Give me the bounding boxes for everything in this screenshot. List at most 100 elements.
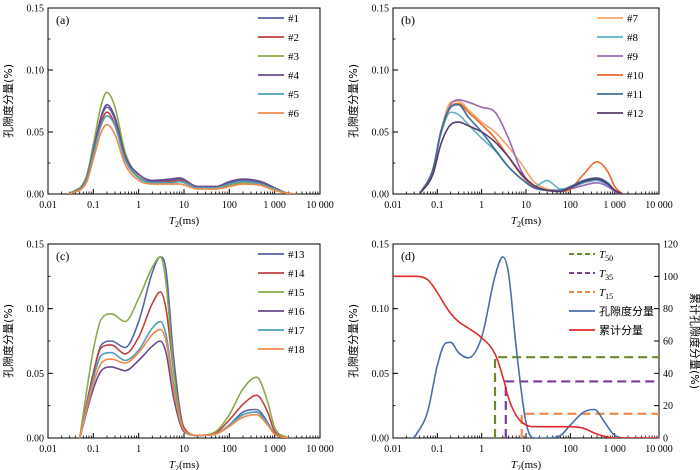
y-axis-label: 孔隙度分量(%)	[346, 304, 360, 378]
y2-tick-label: 60	[663, 337, 673, 348]
y2-tick-label: 0	[663, 434, 668, 445]
x-tick-label: 0.01	[384, 200, 402, 211]
y-tick-label: 0.10	[372, 66, 390, 77]
legend-label: #1	[288, 13, 299, 25]
threshold-line	[504, 380, 659, 438]
x-tick-label: 10 000	[306, 200, 334, 211]
x-tick-label: 10	[521, 200, 531, 211]
panel-label: (c)	[56, 249, 69, 263]
y-tick-label: 0.00	[27, 434, 45, 445]
series-line	[413, 256, 646, 438]
legend-label: #18	[288, 344, 305, 356]
x-tick-label: 0.01	[39, 200, 57, 211]
y2-tick-label: 80	[663, 304, 673, 315]
x-axis-label: T2(ms)	[511, 215, 542, 229]
series-line	[69, 123, 297, 194]
x-tick-label: 0.1	[431, 444, 444, 455]
y-tick-label: 0.10	[27, 66, 45, 77]
y-tick-label: 0.10	[27, 304, 45, 315]
x-tick-label: 10 000	[645, 444, 673, 455]
x-tick-label: 1	[479, 200, 484, 211]
series-line	[78, 340, 289, 438]
series-line	[78, 256, 289, 438]
x-tick-label: 0.1	[87, 444, 100, 455]
series-line	[419, 121, 623, 194]
y-tick-label: 0.05	[27, 369, 45, 380]
legend-label: #10	[627, 70, 644, 82]
x-tick-label: 1	[479, 444, 484, 455]
chart-panel: 0.01 0.1 1 10 100 1 000 10 000 0.00 0.05 0.10 0.15…	[346, 240, 700, 470]
y-tick-label: 0.00	[372, 434, 390, 445]
legend-label: #4	[288, 70, 300, 82]
legend-label: #14	[288, 268, 305, 280]
panel-label: (d)	[401, 249, 415, 263]
series-line	[78, 328, 289, 438]
x-tick-label: 1 000	[263, 444, 286, 455]
x-tick-label: 1 000	[603, 200, 626, 211]
series-line	[78, 320, 289, 438]
legend-label: #7	[627, 13, 639, 25]
legend-label: 孔隙度分量	[599, 304, 654, 318]
y-tick-label: 0.15	[27, 4, 45, 15]
legend-label: T15	[599, 287, 613, 301]
chart-panel: 0.01 0.1 1 10 100 1 000 10 000 0.00 0.05 0.10 0.15…	[1, 240, 334, 470]
x-tick-label: 10 000	[645, 200, 673, 211]
legend-label: #11	[627, 89, 643, 101]
legend-label: #2	[288, 32, 299, 44]
y2-axis-label: 累计孔隙度分量(%)	[688, 293, 700, 389]
x-axis-label: T2(ms)	[169, 215, 200, 229]
plot-frame	[392, 7, 660, 195]
y-tick-label: 0.15	[27, 240, 45, 251]
x-tick-label: 100	[563, 444, 578, 455]
legend-label: #13	[288, 249, 305, 261]
legend-label: #9	[627, 51, 639, 63]
x-tick-label: 0.1	[87, 200, 100, 211]
legend-label: #12	[627, 108, 644, 120]
x-tick-label: 100	[222, 444, 237, 455]
x-tick-label: 10 000	[306, 444, 334, 455]
legend-label: #5	[288, 89, 300, 101]
y-tick-label: 0.05	[27, 128, 45, 139]
threshold-line	[493, 356, 659, 438]
y-tick-label: 0.15	[372, 4, 390, 15]
x-tick-label: 100	[222, 200, 237, 211]
series-line	[69, 103, 297, 194]
x-tick-label: 0.1	[431, 200, 444, 211]
legend-label: #17	[288, 325, 305, 337]
x-tick-label: 10	[521, 444, 531, 455]
legend-label: #6	[288, 108, 300, 120]
y-tick-label: 0.00	[27, 190, 45, 201]
legend-label: #8	[627, 32, 639, 44]
y-axis-label: 孔隙度分量(%)	[1, 304, 15, 378]
legend-label: T50	[599, 249, 613, 263]
y-axis-label: 孔隙度分量(%)	[346, 64, 360, 138]
x-tick-label: 10	[179, 200, 189, 211]
chart-panel: 0.01 0.1 1 10 100 1 000 10 000 0.00 0.05 0.10 0.15…	[1, 4, 334, 230]
panel-label: (b)	[401, 13, 415, 27]
legend-label: T35	[599, 268, 613, 282]
x-tick-label: 10	[179, 444, 189, 455]
series-line	[393, 275, 659, 438]
x-tick-label: 0.01	[384, 444, 402, 455]
chart-panel: 0.01 0.1 1 10 100 1 000 10 000 0.00 0.05 0.10 0.15…	[346, 4, 673, 230]
legend-label: #16	[288, 306, 305, 318]
x-tick-label: 1 000	[263, 200, 286, 211]
legend-label: #15	[288, 287, 305, 299]
y-axis-label: 孔隙度分量(%)	[1, 64, 15, 138]
y2-tick-label: 40	[663, 369, 673, 380]
legend-label: 累计分量	[599, 324, 643, 337]
x-tick-label: 1	[136, 444, 141, 455]
series-line	[418, 103, 623, 194]
x-tick-label: 100	[563, 200, 578, 211]
x-axis-label: T2(ms)	[169, 459, 200, 470]
y-tick-label: 0.05	[372, 369, 390, 380]
legend-label: #3	[288, 51, 300, 63]
y2-tick-label: 100	[663, 272, 678, 283]
threshold-line	[520, 412, 659, 438]
series-line	[418, 98, 623, 194]
x-tick-label: 0.01	[39, 444, 57, 455]
series-line	[69, 115, 297, 194]
y2-tick-label: 120	[663, 240, 678, 251]
x-axis-label: T2(ms)	[511, 459, 542, 470]
